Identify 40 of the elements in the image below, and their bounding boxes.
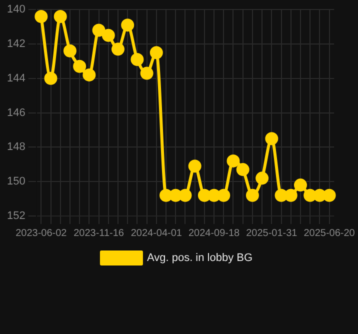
y-tick-label: 140 [6, 4, 26, 16]
x-tick-label: 2023-06-02 [16, 228, 68, 239]
point [322, 188, 336, 202]
point [256, 172, 269, 185]
y-tick-label: 150 [6, 176, 26, 188]
y-tick-label: 152 [6, 210, 26, 222]
y-tick-label: 142 [6, 38, 26, 50]
y-tick-label: 144 [6, 72, 26, 84]
point [169, 188, 182, 202]
point [265, 132, 278, 146]
point [294, 178, 307, 192]
legend-label: Avg. pos. in lobby BG [146, 252, 253, 264]
point [140, 66, 154, 80]
point [34, 10, 48, 23]
point [54, 10, 67, 23]
point [82, 68, 96, 82]
point [313, 188, 326, 202]
point [236, 163, 250, 176]
x-tick-label: 2025-06-20 [304, 228, 356, 239]
point [92, 24, 106, 37]
x-tick-label: 2024-09-18 [188, 228, 240, 239]
point [73, 60, 86, 73]
y-tick-label: 146 [6, 106, 26, 119]
point [188, 160, 202, 173]
point [44, 72, 58, 85]
point [150, 46, 163, 60]
y-tick-label: 148 [6, 141, 26, 154]
point [217, 188, 230, 202]
x-tick-label: 2025-01-31 [246, 228, 298, 239]
point [226, 154, 240, 168]
point [111, 42, 124, 56]
point [284, 188, 298, 202]
point [102, 28, 115, 42]
point [63, 44, 76, 58]
point [130, 52, 144, 66]
x-tick-label: 2024-04-01 [130, 228, 182, 239]
point [246, 188, 259, 202]
x-tick-label: 2023-11-16 [74, 228, 124, 239]
point [178, 188, 192, 202]
point [121, 18, 134, 32]
